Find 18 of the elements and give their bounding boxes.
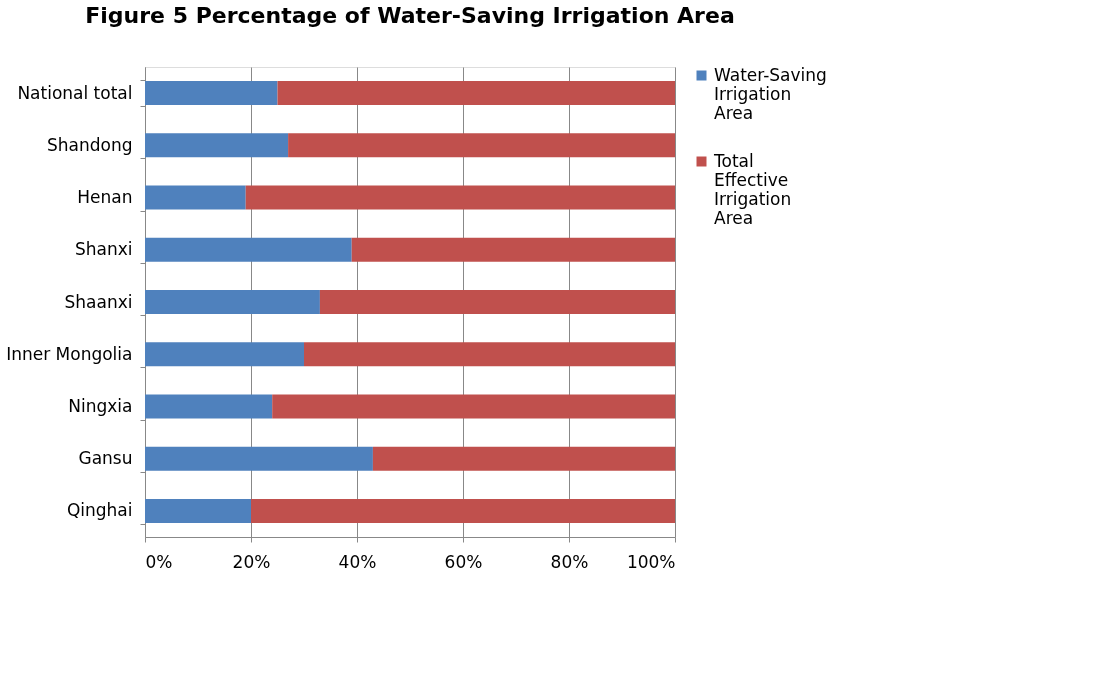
y-tick-label: Shanxi bbox=[74, 239, 133, 260]
x-tick-label: 60% bbox=[444, 551, 483, 572]
x-tick-label: 40% bbox=[338, 551, 377, 572]
legend-label: Water-Saving Irrigation Area bbox=[714, 64, 827, 123]
y-tick-label: Henan bbox=[77, 187, 133, 208]
y-tick-label: Shaanxi bbox=[64, 291, 133, 312]
y-tick-label: Shandong bbox=[46, 134, 133, 155]
y-tick-label: National total bbox=[17, 82, 133, 103]
x-tick-label: 20% bbox=[232, 551, 271, 572]
y-tick-label: Ningxia bbox=[68, 395, 133, 416]
x-tick-label: 100% bbox=[626, 551, 676, 572]
y-tick-label: Inner Mongolia bbox=[6, 343, 133, 364]
chart-title: Figure 5 Percentage of Water-Saving Irrigation Area bbox=[85, 3, 735, 28]
x-tick-label: 80% bbox=[550, 551, 589, 572]
legend-label: Total Effective Irrigation Area bbox=[713, 150, 792, 228]
x-tick-label: 0% bbox=[145, 551, 173, 572]
y-tick-label: Gansu bbox=[78, 448, 133, 469]
y-tick-label: Qinghai bbox=[66, 500, 133, 521]
